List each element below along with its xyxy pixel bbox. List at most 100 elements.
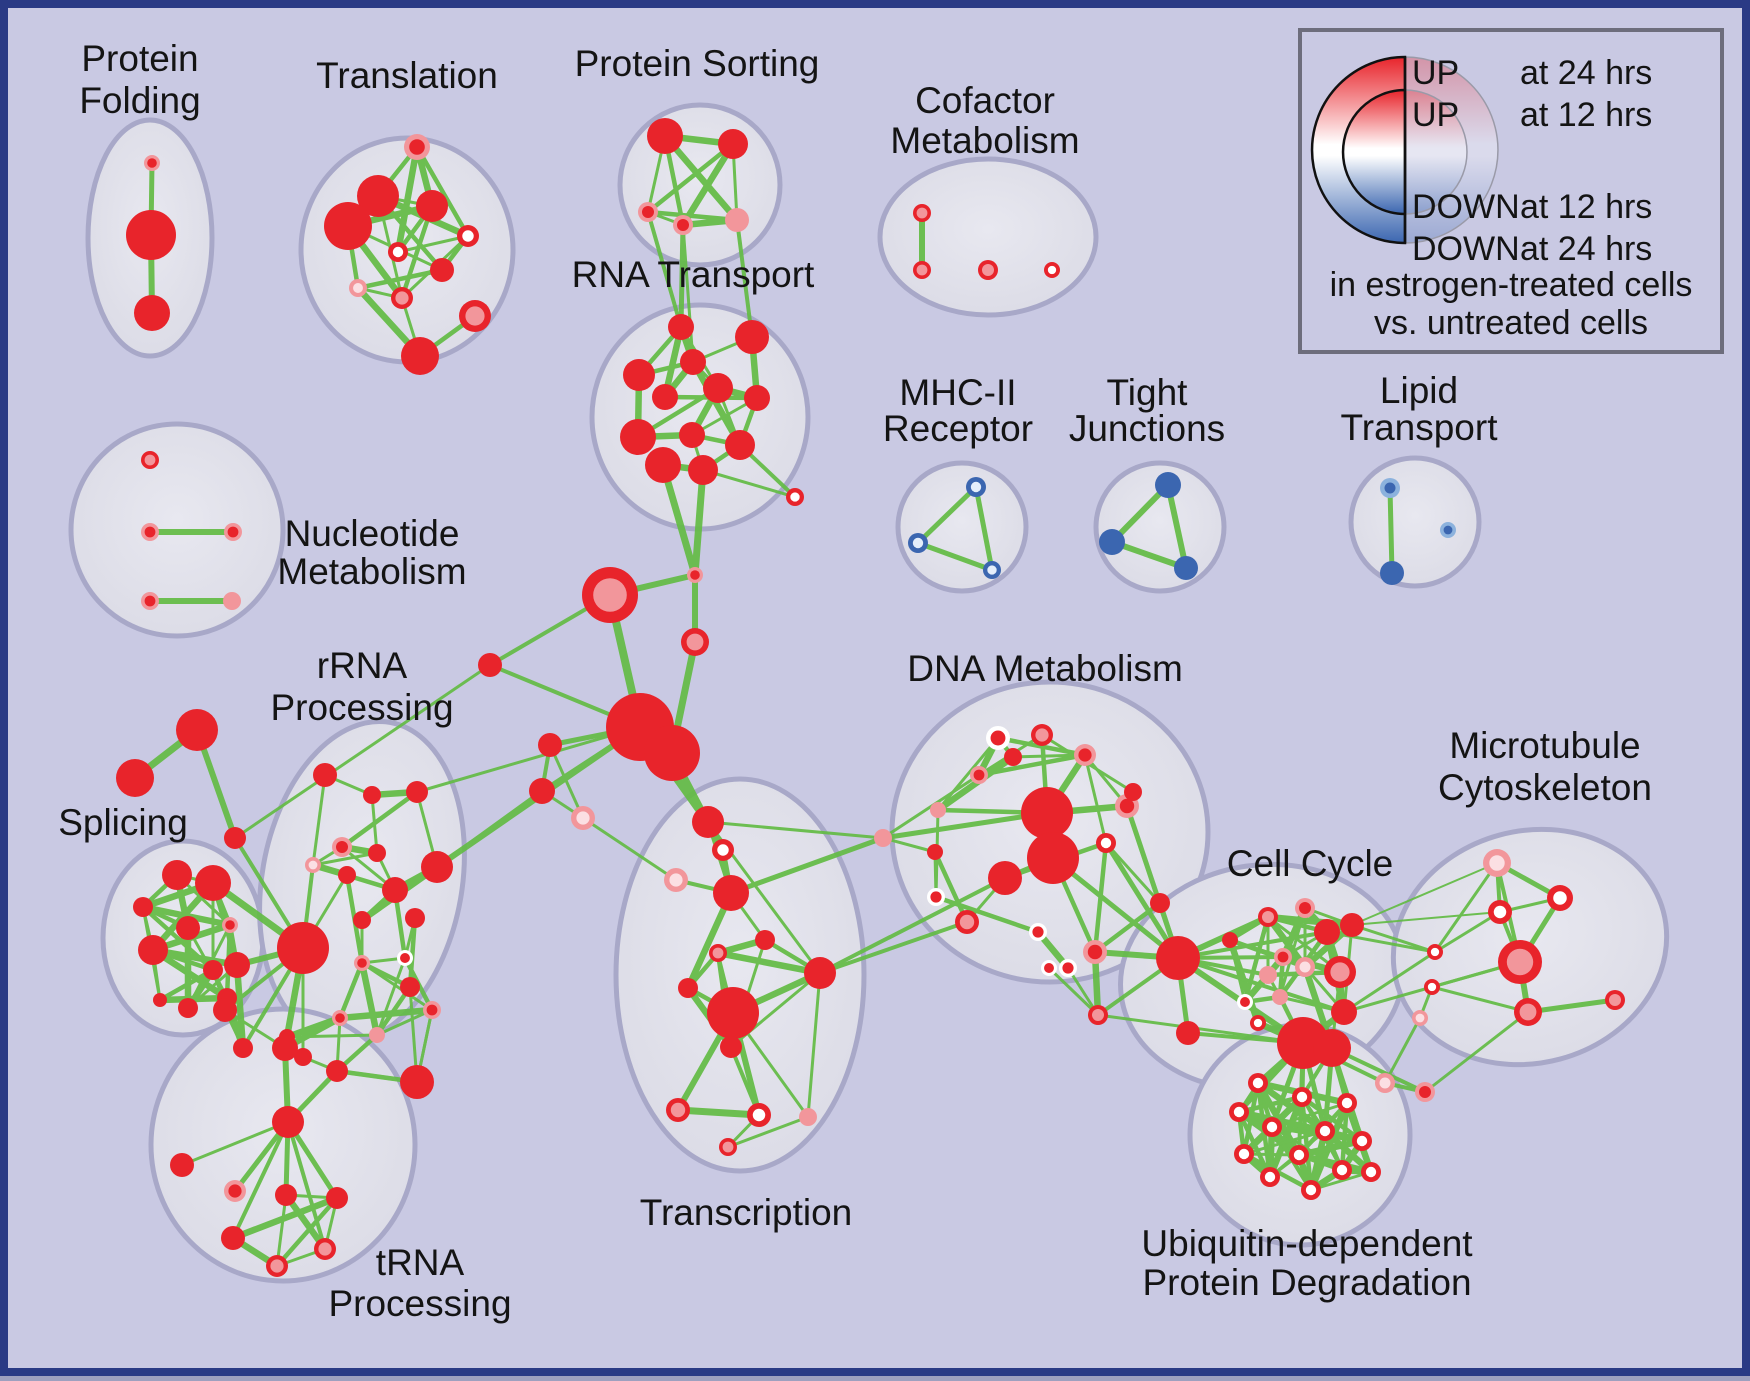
node-inner-disc xyxy=(1305,1184,1317,1196)
network-node xyxy=(203,960,223,980)
network-node xyxy=(369,1027,385,1043)
network-node xyxy=(1259,966,1277,984)
node-outer-ring xyxy=(1314,919,1340,945)
node-outer-ring xyxy=(1124,783,1142,801)
network-edge xyxy=(1109,539,1189,571)
network-edge xyxy=(233,961,247,1052)
node-outer-ring xyxy=(430,258,454,282)
cluster-label-splicing: Splicing xyxy=(58,802,188,843)
network-node xyxy=(638,202,658,222)
network-edge xyxy=(806,971,822,1119)
network-node xyxy=(664,868,688,892)
network-node xyxy=(620,419,656,455)
network-node xyxy=(388,242,408,262)
node-outer-ring xyxy=(692,806,724,838)
network-edge xyxy=(691,466,707,579)
network-node xyxy=(687,567,703,583)
node-inner-disc xyxy=(395,291,409,305)
node-outer-ring xyxy=(416,190,448,222)
network-node xyxy=(652,384,678,410)
node-outer-ring xyxy=(804,957,836,989)
network-node xyxy=(326,1060,348,1082)
node-outer-ring xyxy=(645,447,681,483)
node-inner-disc xyxy=(462,230,474,242)
network-node xyxy=(266,1255,288,1277)
node-inner-disc xyxy=(144,595,156,607)
network-edge xyxy=(915,484,979,546)
node-inner-disc xyxy=(227,526,239,538)
network-node xyxy=(970,766,988,784)
node-inner-disc xyxy=(712,947,724,959)
node-outer-ring xyxy=(326,1187,348,1209)
network-edge xyxy=(1096,1013,1305,1045)
network-node xyxy=(224,827,246,849)
network-node xyxy=(718,129,748,159)
network-node xyxy=(1250,1015,1266,1031)
network-edge xyxy=(285,1033,379,1039)
network-edge xyxy=(1387,485,1395,576)
node-outer-ring xyxy=(1222,932,1238,948)
network-node xyxy=(908,533,928,553)
node-inner-disc xyxy=(916,207,928,219)
node-outer-ring xyxy=(679,422,705,448)
network-edge xyxy=(282,1191,329,1253)
node-inner-disc xyxy=(1430,947,1440,957)
node-inner-disc xyxy=(1277,951,1289,963)
node-outer-ring xyxy=(221,1226,245,1250)
node-outer-ring xyxy=(357,175,399,217)
network-node xyxy=(332,1010,348,1026)
cluster-label-nucleotide-metabolism: Metabolism xyxy=(277,551,466,592)
network-edge xyxy=(645,141,736,215)
cluster-label-cell-cycle: Cell Cycle xyxy=(1227,843,1394,884)
node-outer-ring xyxy=(277,922,329,974)
network-edge xyxy=(1236,1094,1305,1115)
cluster-label-transcription: Transcription xyxy=(640,1192,852,1233)
node-inner-disc xyxy=(987,565,997,575)
network-edge xyxy=(399,203,435,301)
network-node xyxy=(927,844,943,860)
network-node xyxy=(1324,956,1356,988)
network-node xyxy=(400,1065,434,1099)
network-node xyxy=(314,1238,336,1260)
network-node xyxy=(1315,1121,1335,1141)
network-node xyxy=(1337,1093,1357,1113)
node-inner-disc xyxy=(1319,1125,1331,1137)
network-edge xyxy=(1433,910,1502,954)
node-inner-disc xyxy=(1341,1097,1353,1109)
network-node xyxy=(571,806,595,830)
cluster-label-dna-metabolism: DNA Metabolism xyxy=(907,648,1183,689)
network-edge xyxy=(689,358,744,449)
legend-gradient-circle xyxy=(1341,88,1407,216)
network-node xyxy=(955,910,979,934)
network-node xyxy=(645,447,681,483)
network-node xyxy=(162,860,192,890)
network-edge xyxy=(275,1193,288,1268)
legend-gradient-circle xyxy=(1404,89,1468,215)
network-node xyxy=(1044,262,1060,278)
network-node xyxy=(666,1098,690,1122)
node-outer-ring xyxy=(1331,999,1357,1025)
network-node xyxy=(213,998,237,1022)
network-node xyxy=(747,1103,771,1127)
network-node xyxy=(988,861,1022,895)
node-inner-disc xyxy=(1233,1106,1245,1118)
node-inner-disc xyxy=(357,958,367,968)
network-node xyxy=(966,477,986,497)
node-inner-disc xyxy=(308,860,318,870)
node-inner-disc xyxy=(144,526,156,538)
node-inner-disc xyxy=(1262,911,1274,923)
node-outer-ring xyxy=(988,861,1022,895)
network-edge xyxy=(1011,753,1087,759)
node-outer-ring xyxy=(725,430,755,460)
node-inner-disc xyxy=(335,1013,345,1023)
network-edge xyxy=(407,915,418,990)
network-node xyxy=(1029,923,1047,941)
network-edge xyxy=(1050,855,1181,961)
network-node xyxy=(1605,990,1625,1010)
legend-direction-label: UP xyxy=(1412,54,1459,92)
network-edge xyxy=(1235,1108,1329,1135)
network-nodes xyxy=(116,118,1625,1277)
network-node xyxy=(673,215,693,235)
node-inner-disc xyxy=(1493,905,1507,919)
